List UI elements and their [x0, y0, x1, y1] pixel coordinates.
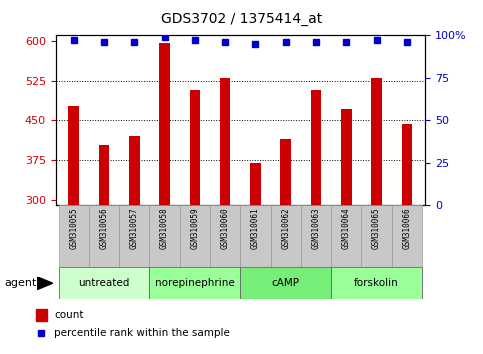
Bar: [159, 44, 170, 205]
Bar: [220, 78, 230, 205]
Bar: [99, 145, 109, 205]
Bar: [149, 205, 180, 267]
Text: GSM310066: GSM310066: [402, 207, 412, 249]
Bar: [36, 309, 47, 321]
Polygon shape: [37, 277, 53, 290]
Bar: [341, 109, 352, 205]
Text: percentile rank within the sample: percentile rank within the sample: [54, 329, 230, 338]
Bar: [69, 106, 79, 205]
Bar: [361, 205, 392, 267]
Bar: [392, 205, 422, 267]
Bar: [331, 267, 422, 299]
Text: GSM310056: GSM310056: [99, 207, 109, 249]
Text: GSM310057: GSM310057: [130, 207, 139, 249]
Bar: [129, 136, 140, 205]
Bar: [250, 163, 261, 205]
Bar: [270, 205, 301, 267]
Bar: [241, 205, 270, 267]
Bar: [149, 267, 241, 299]
Text: GSM310065: GSM310065: [372, 207, 381, 249]
Text: GSM310064: GSM310064: [342, 207, 351, 249]
Bar: [58, 267, 149, 299]
Bar: [401, 124, 412, 205]
Bar: [180, 205, 210, 267]
Text: GSM310062: GSM310062: [281, 207, 290, 249]
Bar: [371, 78, 382, 205]
Bar: [58, 205, 89, 267]
Text: GSM310060: GSM310060: [221, 207, 229, 249]
Text: norepinephrine: norepinephrine: [155, 278, 235, 288]
Bar: [311, 90, 321, 205]
Bar: [89, 205, 119, 267]
Text: GSM310059: GSM310059: [190, 207, 199, 249]
Bar: [189, 90, 200, 205]
Text: forskolin: forskolin: [354, 278, 399, 288]
Bar: [301, 205, 331, 267]
Text: GDS3702 / 1375414_at: GDS3702 / 1375414_at: [161, 12, 322, 27]
Text: GSM310055: GSM310055: [69, 207, 78, 249]
Text: GSM310063: GSM310063: [312, 207, 321, 249]
Text: untreated: untreated: [78, 278, 130, 288]
Text: GSM310058: GSM310058: [160, 207, 169, 249]
Bar: [210, 205, 241, 267]
Text: agent: agent: [5, 278, 37, 288]
Bar: [119, 205, 149, 267]
Text: GSM310061: GSM310061: [251, 207, 260, 249]
Text: count: count: [54, 310, 84, 320]
Bar: [331, 205, 361, 267]
Bar: [241, 267, 331, 299]
Text: cAMP: cAMP: [272, 278, 300, 288]
Bar: [281, 139, 291, 205]
